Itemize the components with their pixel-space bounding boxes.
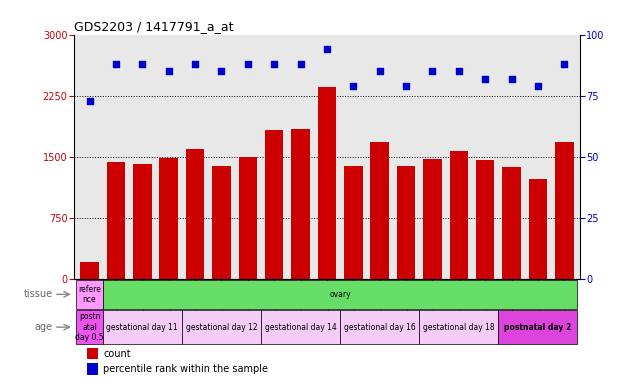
Bar — [291, 129, 310, 279]
Text: ovary: ovary — [329, 290, 351, 299]
Bar — [397, 166, 415, 279]
Bar — [76, 280, 103, 309]
Point — [85, 98, 95, 104]
Point — [374, 68, 385, 74]
Text: postnatal day 2: postnatal day 2 — [504, 323, 572, 332]
Text: gestational day 12: gestational day 12 — [186, 323, 257, 332]
Bar — [212, 166, 231, 279]
Text: refere
nce: refere nce — [78, 285, 101, 304]
Bar — [318, 88, 336, 279]
Text: gestational day 18: gestational day 18 — [423, 323, 495, 332]
Point — [401, 83, 411, 89]
Bar — [498, 310, 578, 344]
Text: count: count — [103, 349, 131, 359]
Text: GDS2203 / 1417791_a_at: GDS2203 / 1417791_a_at — [74, 20, 233, 33]
Bar — [186, 149, 204, 279]
Point — [348, 83, 358, 89]
Bar — [87, 348, 97, 359]
Bar — [106, 162, 125, 279]
Point — [480, 75, 490, 81]
Point — [243, 61, 253, 67]
Bar — [133, 164, 151, 279]
Bar — [503, 167, 520, 279]
Text: gestational day 14: gestational day 14 — [265, 323, 337, 332]
Point — [322, 46, 332, 52]
Text: gestational day 11: gestational day 11 — [106, 323, 178, 332]
Text: postn
atal
day 0.5: postn atal day 0.5 — [75, 312, 104, 342]
Bar — [449, 151, 468, 279]
Bar — [182, 310, 261, 344]
Bar — [160, 158, 178, 279]
Bar — [76, 310, 103, 344]
Point — [506, 75, 517, 81]
Bar — [238, 157, 257, 279]
Text: tissue: tissue — [24, 289, 53, 300]
Point — [111, 61, 121, 67]
Point — [269, 61, 279, 67]
Bar — [555, 142, 574, 279]
Text: percentile rank within the sample: percentile rank within the sample — [103, 364, 268, 374]
Point — [190, 61, 200, 67]
Text: age: age — [35, 322, 53, 332]
Bar — [87, 363, 97, 375]
Point — [137, 61, 147, 67]
Bar — [265, 130, 283, 279]
Point — [428, 68, 438, 74]
Bar — [80, 262, 99, 279]
Bar — [261, 310, 340, 344]
Bar — [529, 179, 547, 279]
Bar — [103, 310, 182, 344]
Bar — [370, 142, 389, 279]
Bar — [419, 310, 498, 344]
Text: gestational day 16: gestational day 16 — [344, 323, 415, 332]
Point — [216, 68, 226, 74]
Bar — [340, 310, 419, 344]
Bar — [476, 160, 494, 279]
Point — [163, 68, 174, 74]
Point — [533, 83, 543, 89]
Point — [559, 61, 569, 67]
Point — [454, 68, 464, 74]
Bar — [344, 166, 363, 279]
Bar — [423, 159, 442, 279]
Point — [296, 61, 306, 67]
